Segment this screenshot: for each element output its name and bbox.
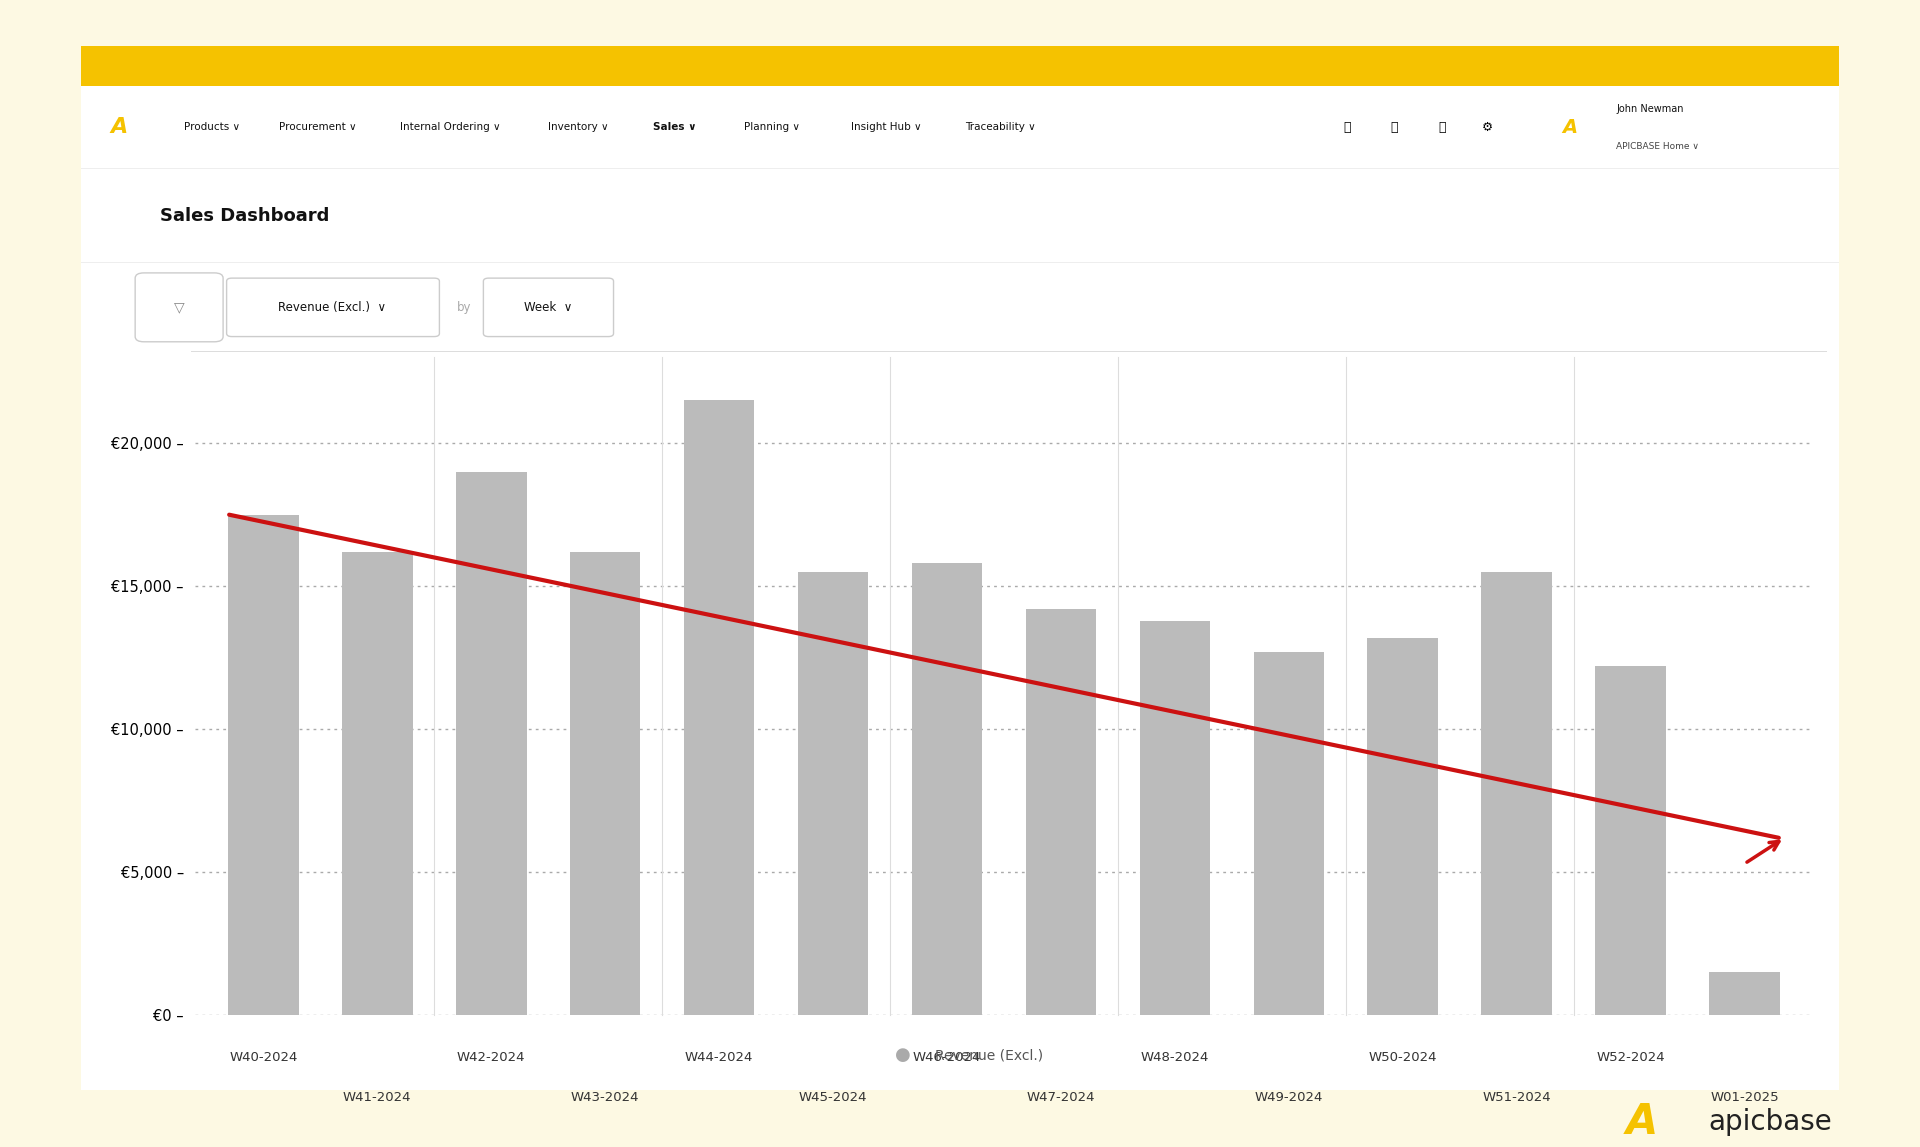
Text: W44-2024: W44-2024 [685,1052,753,1064]
Bar [912,563,983,1015]
Text: Revenue (Excl.): Revenue (Excl.) [935,1048,1043,1062]
Bar [797,572,868,1015]
Bar [1254,651,1325,1015]
Text: 🔔: 🔔 [1390,120,1398,134]
Text: A: A [111,117,129,138]
Text: Products ∨: Products ∨ [184,123,240,132]
Text: ⚙: ⚙ [1482,120,1494,134]
Bar [228,515,300,1015]
Text: ●: ● [895,1046,910,1064]
Text: W43-2024: W43-2024 [570,1091,639,1103]
Bar [81,86,1839,169]
Text: Procurement ∨: Procurement ∨ [278,123,357,132]
Text: Week  ∨: Week ∨ [524,301,572,314]
FancyBboxPatch shape [134,273,223,342]
Bar [81,46,1839,86]
Bar [455,471,526,1015]
Text: Internal Ordering ∨: Internal Ordering ∨ [399,123,501,132]
FancyBboxPatch shape [484,278,614,336]
Text: A: A [1626,1101,1657,1142]
Text: Sales Dashboard: Sales Dashboard [159,206,328,225]
Bar [684,400,755,1015]
Text: John Newman: John Newman [1617,103,1684,114]
Text: by: by [457,301,470,314]
Text: W01-2025: W01-2025 [1711,1091,1780,1103]
Bar [342,552,413,1015]
Text: W47-2024: W47-2024 [1027,1091,1094,1103]
Text: Inventory ∨: Inventory ∨ [547,123,609,132]
Text: W42-2024: W42-2024 [457,1052,526,1064]
Text: W50-2024: W50-2024 [1369,1052,1436,1064]
Text: W51-2024: W51-2024 [1482,1091,1551,1103]
FancyBboxPatch shape [65,37,1855,1099]
Bar [1025,609,1096,1015]
Bar [1709,973,1780,1015]
Text: APICBASE Home ∨: APICBASE Home ∨ [1617,141,1699,150]
Text: W49-2024: W49-2024 [1254,1091,1323,1103]
Text: W48-2024: W48-2024 [1140,1052,1210,1064]
Text: Planning ∨: Planning ∨ [743,123,801,132]
Text: Traceability ∨: Traceability ∨ [966,123,1035,132]
Bar [1140,621,1210,1015]
Text: W41-2024: W41-2024 [344,1091,411,1103]
Text: A: A [1563,118,1578,136]
Bar [1367,638,1438,1015]
Bar [570,552,641,1015]
Text: 🔍: 🔍 [1344,120,1350,134]
FancyBboxPatch shape [227,278,440,336]
Text: 👤: 👤 [1438,120,1446,134]
Text: Revenue (Excl.)  ∨: Revenue (Excl.) ∨ [278,301,386,314]
Text: W46-2024: W46-2024 [912,1052,981,1064]
Text: Sales ∨: Sales ∨ [653,123,697,132]
Text: W45-2024: W45-2024 [799,1091,868,1103]
Text: apicbase: apicbase [1709,1108,1832,1136]
Text: W40-2024: W40-2024 [228,1052,298,1064]
Text: Insight Hub ∨: Insight Hub ∨ [851,123,922,132]
Bar [1482,572,1551,1015]
Text: W52-2024: W52-2024 [1596,1052,1665,1064]
Bar [1596,666,1667,1015]
Text: ▽: ▽ [175,301,184,314]
